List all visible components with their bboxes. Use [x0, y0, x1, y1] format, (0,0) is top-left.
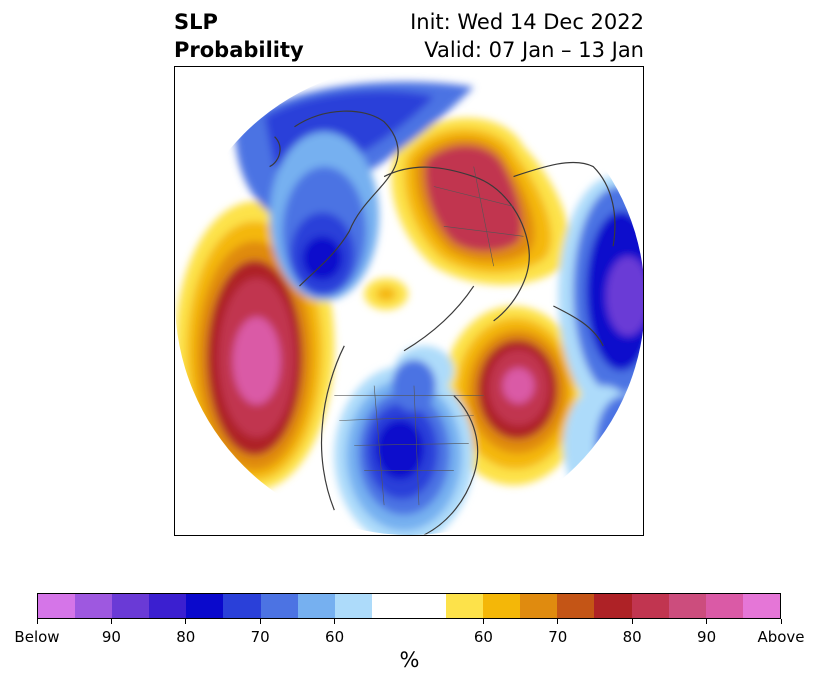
colorbar-swatch [557, 594, 595, 618]
colorbar-tick-label: 80 [176, 628, 196, 646]
colorbar-swatch [408, 594, 447, 618]
colorbar-swatch [483, 594, 521, 618]
colorbar-swatch [446, 594, 484, 618]
colorbar-swatch [297, 594, 335, 618]
colorbar-tick-mark [631, 619, 633, 624]
colorbar-tick-mark [334, 619, 336, 624]
colorbar-ticks: Below 90 80 70 60 60 70 80 90 Above [14, 619, 805, 646]
colorbar-swatch [112, 594, 150, 618]
colorbar-tick-label: 70 [250, 628, 270, 646]
colorbar-swatch [668, 594, 706, 618]
colorbar-swatch [594, 594, 632, 618]
borders [334, 166, 524, 506]
colorbar-swatch [149, 594, 187, 618]
colorbar-tick-label: 60 [473, 628, 493, 646]
colorbar-swatch [334, 594, 372, 618]
title-left: SLP Probability [174, 8, 304, 64]
colorbar-swatch [705, 594, 743, 618]
colorbar-swatch [223, 594, 261, 618]
probability-field [175, 67, 643, 535]
colorbar-tick-mark [36, 619, 38, 624]
init-date: Init: Wed 14 Dec 2022 [410, 10, 644, 34]
colorbar-tick-mark [706, 619, 708, 624]
colorbar-tick-label: 90 [101, 628, 121, 646]
colorbar-tick-mark [557, 619, 559, 624]
colorbar-swatch [260, 594, 298, 618]
colorbar-tick-mark [110, 619, 112, 624]
colorbar-swatch [186, 594, 224, 618]
title-product: Probability [174, 38, 304, 62]
colorbar-tick-label: 80 [622, 628, 642, 646]
atlantic-anomaly-peak [502, 367, 535, 404]
colorbar [37, 593, 781, 619]
colorbar-tick-mark [780, 619, 782, 624]
pacific-anomaly-peak [232, 316, 281, 405]
colorbar-tick-mark [259, 619, 261, 624]
colorbar-unit-label: % [399, 648, 420, 672]
title-variable: SLP [174, 10, 218, 34]
map-canvas [175, 67, 643, 535]
colorbar-swatch [75, 594, 113, 618]
colorbar-tick-mark [482, 619, 484, 624]
eurasia-anomaly-peak [425, 145, 522, 252]
colorbar-tick-mark [185, 619, 187, 624]
colorbar-tick-label: Above [757, 628, 805, 646]
colorbar-tick-label: 90 [697, 628, 717, 646]
title-right: Init: Wed 14 Dec 2022 Valid: 07 Jan – 13… [410, 8, 644, 64]
colorbar-swatch [520, 594, 558, 618]
valid-range: Valid: 07 Jan – 13 Jan [424, 38, 644, 62]
colorbar-tick-label: 70 [548, 628, 568, 646]
colorbar-swatch [631, 594, 669, 618]
colorbar-swatch [371, 594, 409, 618]
polar-map [174, 66, 644, 536]
colorbar-tick-label: 60 [325, 628, 345, 646]
colorbar-tick-label: Below [14, 628, 60, 646]
colorbar-swatch [38, 594, 76, 618]
colorbar-swatch [742, 594, 780, 618]
